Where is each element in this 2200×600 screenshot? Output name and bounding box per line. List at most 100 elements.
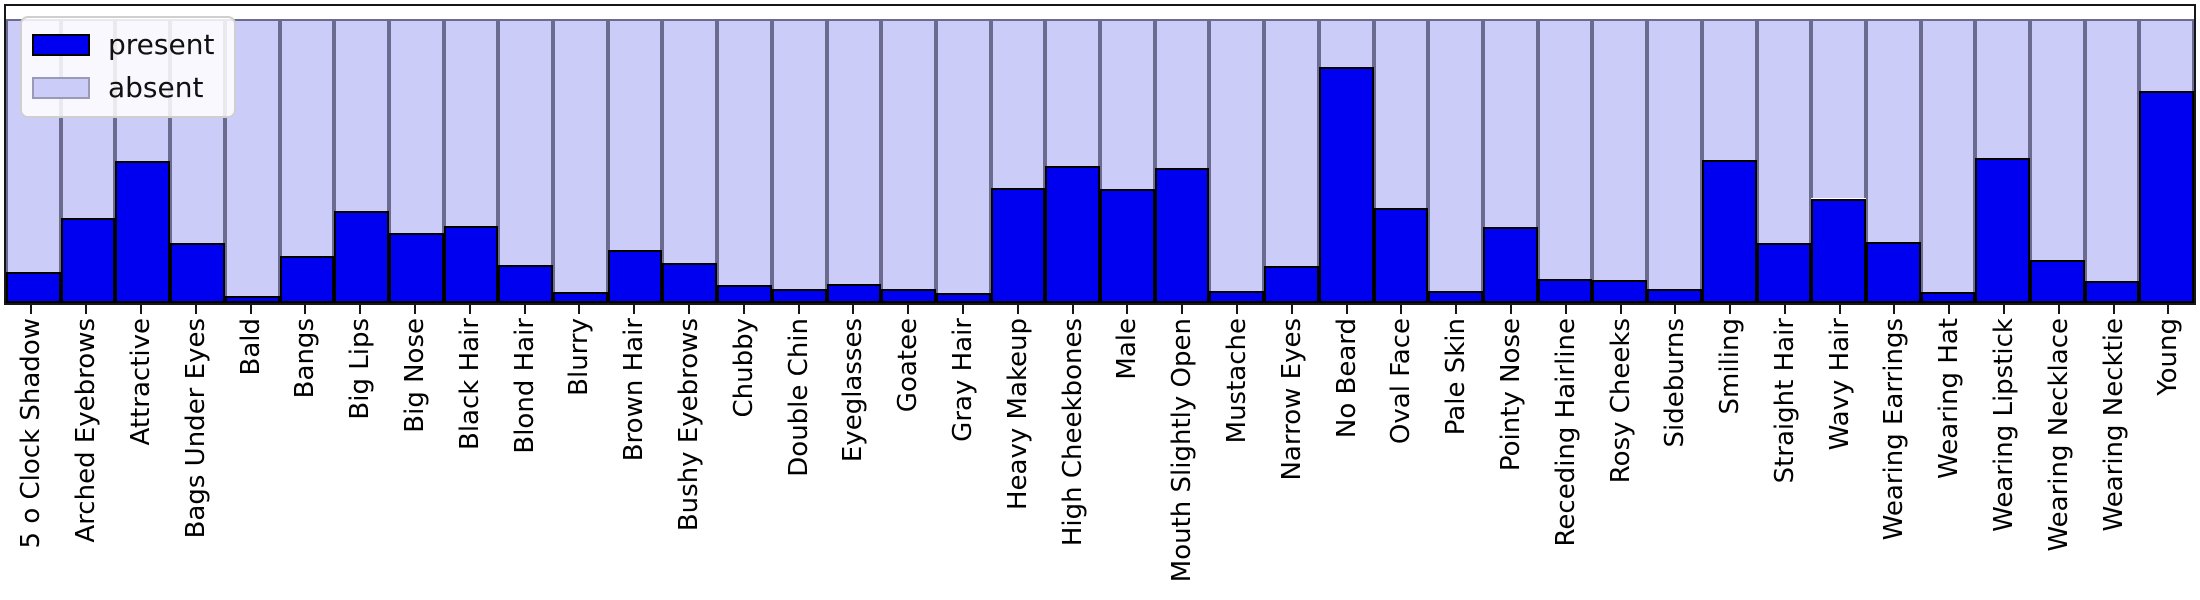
bar-absent-segment [1373,19,1429,208]
x-tick-mark [1674,305,1677,314]
x-tick-mark [1783,305,1786,314]
x-tick-cell [2141,305,2196,314]
x-tick-mark [2057,305,2060,314]
legend-label-present: present [108,28,215,61]
x-tick-cell [771,305,826,314]
stacked-bars-container [6,6,2195,303]
bar-present-segment [498,264,554,303]
bar-column [1045,19,1101,303]
x-label-cell: Wearing Earrings [1867,318,1922,596]
x-tick-label: Wearing Lipstick [1989,318,2020,532]
bar-absent-segment [334,19,389,211]
bar-column [1373,19,1429,303]
x-tick-mark [249,305,252,314]
present-swatch [32,34,90,57]
bar-present-segment [1756,243,1812,303]
x-label-cell: Narrow Eyes [1264,318,1319,596]
bar-column [990,19,1046,303]
plot-area [4,4,2196,305]
x-label-cell: Pale Skin [1429,318,1484,596]
x-tick-mark [1235,305,1238,314]
x-tick-cell [1648,305,1703,314]
bar-present-segment [2084,280,2140,303]
x-tick-cell [1758,305,1813,314]
x-tick-label: Blond Hair [509,318,540,454]
x-tick-cell [388,305,443,314]
x-tick-label: Attractive [125,318,156,446]
bar-present-segment [1264,265,1319,303]
bar-column [553,19,608,303]
bar-present-segment [170,243,225,303]
bar-column [334,19,389,303]
x-tick-mark [468,305,471,314]
x-label-cell: Wearing Necktie [2086,318,2141,596]
x-tick-label: Arched Eyebrows [71,318,102,543]
x-tick-label: Gray Hair [947,318,978,442]
bar-present-segment [1154,168,1210,303]
bar-present-segment [1811,198,1866,303]
x-tick-mark [1345,305,1348,314]
bar-column [1428,19,1483,303]
bar-column [826,19,882,303]
x-tick-mark [907,305,910,314]
x-label-cell: Male [1100,318,1155,596]
bar-present-segment [1482,227,1538,303]
x-tick-mark [1455,305,1458,314]
bar-present-segment [1209,291,1265,303]
x-tick-mark [523,305,526,314]
bar-absent-segment [1756,19,1812,244]
bar-present-segment [662,263,718,303]
x-tick-cell [1264,305,1319,314]
x-tick-mark [1729,305,1732,314]
x-label-cell: Bags Under Eyes [168,318,223,596]
x-tick-mark [578,305,581,314]
x-label-cell: Smiling [1703,318,1758,596]
x-label-cell: Young [2141,318,2196,596]
x-tick-mark [1181,305,1184,314]
x-tick-mark [1948,305,1951,314]
x-axis-labels: 5 o Clock Shadow Arched Eyebrows Attractiv… [4,318,2196,596]
x-tick-mark [2167,305,2170,314]
bar-column [443,19,499,303]
bar-present-segment [6,271,61,303]
bar-absent-segment [443,19,499,227]
bar-column [2084,19,2140,303]
x-tick-label: Male [1112,318,1143,380]
x-label-cell: Wearing Necklace [2031,318,2086,596]
bar-column [1100,19,1155,303]
x-label-cell: Black Hair [442,318,497,596]
bar-column [1537,19,1593,303]
x-tick-label: Bald [235,318,266,376]
x-tick-label: Heavy Makeup [1002,318,1033,510]
bar-column [388,19,444,303]
bar-absent-segment [2084,19,2140,281]
x-tick-cell [1867,305,1922,314]
x-tick-label: Double Chin [783,318,814,477]
x-tick-mark [961,305,964,314]
x-label-cell: Blond Hair [497,318,552,596]
bar-absent-segment [279,19,335,257]
bar-absent-segment [1647,19,1702,289]
x-label-cell: Mustache [1210,318,1265,596]
legend: present absent [20,16,237,118]
x-label-cell: Wearing Hat [1922,318,1977,596]
x-label-cell: No Beard [1319,318,1374,596]
bar-column [771,19,827,303]
x-tick-mark [1619,305,1622,314]
x-tick-mark [304,305,307,314]
x-label-cell: Bangs [278,318,333,596]
x-tick-mark [687,305,690,314]
bar-present-segment [1920,292,1976,303]
bar-column [1865,19,1921,303]
x-tick-label: Receding Hairline [1550,318,1581,547]
bar-absent-segment [2030,19,2085,261]
x-tick-cell [1210,305,1265,314]
x-label-cell: Straight Hair [1758,318,1813,596]
bar-present-segment [1701,160,1757,303]
bar-absent-segment [1428,19,1483,291]
x-tick-mark [1071,305,1074,314]
bar-present-segment [1865,241,1921,303]
bar-present-segment [1045,166,1101,303]
bar-absent-segment [553,19,608,292]
